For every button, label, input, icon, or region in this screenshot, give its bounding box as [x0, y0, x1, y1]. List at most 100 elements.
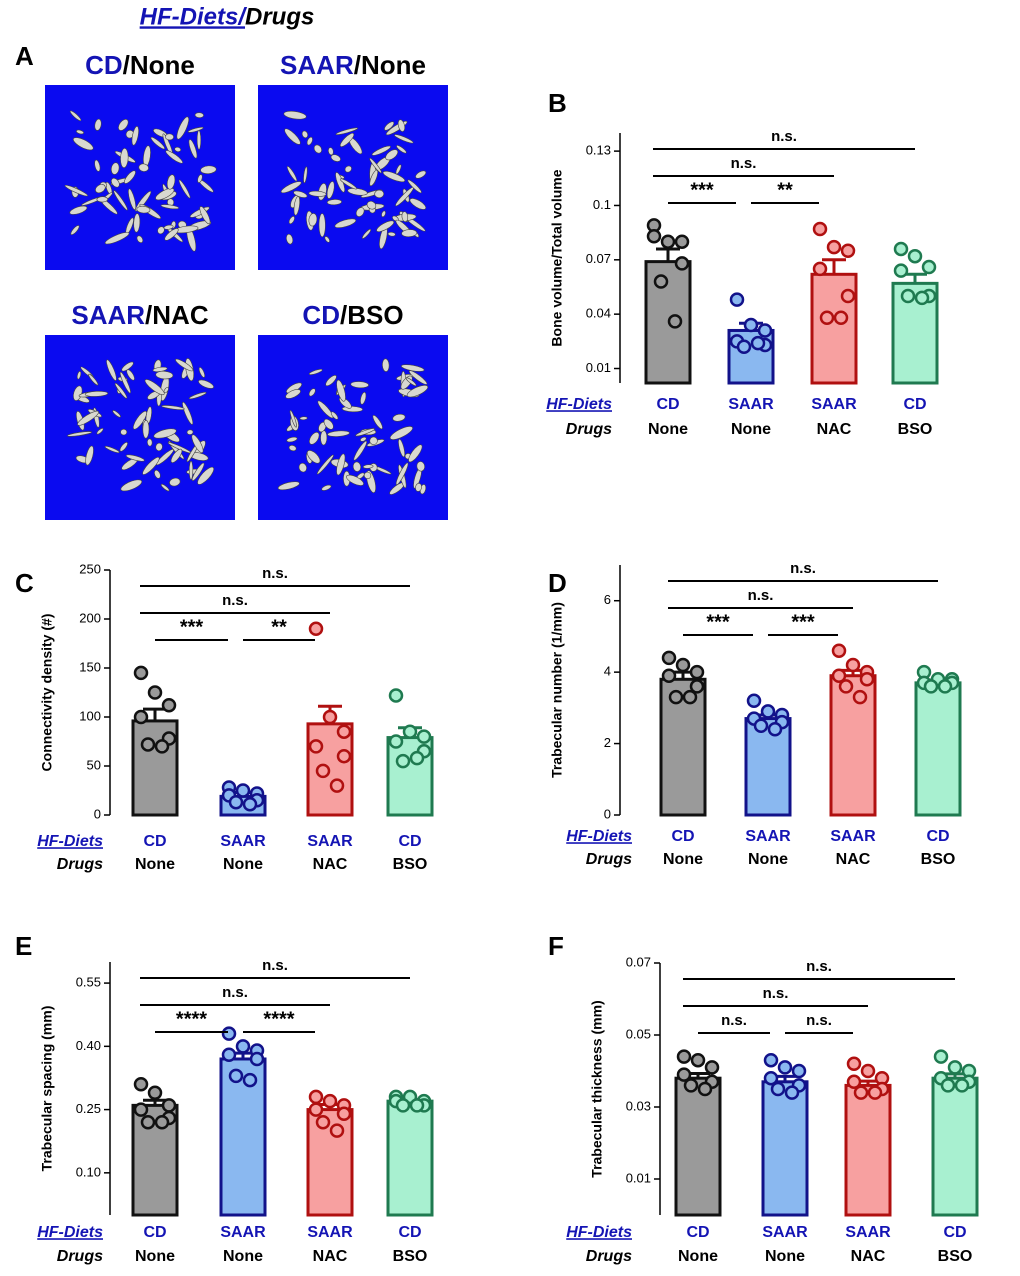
- data-point: [831, 668, 847, 683]
- data-point: [777, 1060, 793, 1075]
- trabecula: [321, 484, 332, 491]
- data-point: [893, 263, 909, 278]
- row-label: Drugs: [57, 1248, 103, 1265]
- data-point: [395, 753, 411, 769]
- image-title: CD: [85, 50, 123, 80]
- trabecula: [200, 165, 217, 174]
- data-point: [838, 679, 854, 694]
- group-label: NAC: [313, 856, 348, 873]
- row-label: Drugs: [586, 851, 632, 868]
- trabecula: [405, 377, 417, 387]
- data-point: [235, 783, 251, 798]
- trabecula: [176, 116, 190, 140]
- trabecula: [69, 205, 88, 215]
- trabecula: [136, 205, 151, 214]
- trabecula: [96, 196, 109, 203]
- data-point: [845, 657, 861, 673]
- trabecula: [376, 220, 395, 232]
- y-tick-label: 0.1: [593, 197, 611, 212]
- data-point: [668, 689, 684, 705]
- data-point: [907, 248, 923, 264]
- trabecula: [153, 428, 177, 439]
- category-label: SAAR: [220, 833, 266, 850]
- data-point: [161, 697, 177, 713]
- trabecula: [188, 139, 198, 159]
- trabecula: [280, 181, 302, 194]
- trabecula: [136, 235, 144, 243]
- category-label: SAAR: [845, 1224, 891, 1241]
- data-point: [154, 739, 170, 754]
- y-tick-label: 0.03: [626, 1098, 651, 1113]
- panel-label: F: [548, 931, 564, 961]
- trabecula: [182, 401, 194, 425]
- data-point: [395, 1098, 411, 1113]
- data-point: [660, 234, 676, 249]
- trabecula: [344, 165, 352, 173]
- bar: [659, 677, 707, 817]
- data-point: [675, 657, 691, 673]
- panel-label: E: [15, 931, 32, 961]
- panel-label: B: [548, 88, 567, 118]
- trabecula: [94, 159, 101, 172]
- y-tick-label: 200: [79, 610, 101, 625]
- bar: [844, 1083, 892, 1217]
- data-point: [812, 261, 828, 277]
- trabecula: [382, 358, 390, 372]
- group-label: NAC: [817, 421, 852, 438]
- group-label: BSO: [938, 1248, 973, 1265]
- data-point: [308, 1102, 324, 1117]
- trabecula: [406, 385, 429, 398]
- data-point: [646, 229, 662, 244]
- trabecula: [309, 431, 320, 445]
- y-tick-label: 0: [94, 806, 101, 821]
- trabecula: [197, 466, 215, 485]
- trabecula: [286, 233, 294, 245]
- trabecula: [106, 359, 117, 381]
- group-label: BSO: [921, 851, 956, 868]
- bar: [761, 1080, 809, 1217]
- error-bar: [822, 258, 846, 275]
- trabecula: [394, 134, 414, 144]
- significance-label: n.s.: [771, 128, 797, 145]
- trabecula: [170, 448, 183, 463]
- trabecula: [301, 130, 309, 139]
- trabecula: [175, 358, 194, 372]
- trabecula: [346, 474, 364, 486]
- trabecula: [350, 381, 369, 389]
- data-point: [867, 1085, 883, 1100]
- trabecula: [114, 382, 128, 399]
- trabecula: [392, 413, 406, 422]
- row-label: HF-Diets: [566, 1224, 632, 1241]
- category-label: SAAR: [762, 1224, 808, 1241]
- data-point: [743, 317, 759, 333]
- trabecula: [165, 150, 183, 164]
- data-point: [784, 1085, 800, 1100]
- significance-label: ***: [690, 179, 714, 201]
- data-point: [770, 1081, 786, 1097]
- y-tick-label: 0.07: [586, 251, 611, 266]
- data-point: [388, 734, 404, 749]
- image-title: /None: [123, 50, 195, 80]
- data-point: [746, 693, 762, 708]
- data-point: [133, 709, 149, 725]
- trabecula: [401, 364, 425, 372]
- data-point: [315, 763, 331, 779]
- category-label: SAAR: [811, 396, 857, 413]
- trabecula: [174, 146, 182, 152]
- group-label: BSO: [393, 856, 428, 873]
- trabecula: [186, 429, 194, 435]
- y-tick-label: 6: [604, 592, 611, 607]
- trabecula: [408, 370, 428, 385]
- trabecula: [408, 444, 423, 463]
- trabecula: [85, 445, 94, 466]
- trabecula: [347, 187, 368, 196]
- group-label: None: [648, 421, 688, 438]
- y-tick-label: 0.55: [76, 975, 101, 990]
- trabecula: [178, 179, 191, 199]
- y-tick-label: 250: [79, 561, 101, 576]
- trabecula: [398, 438, 406, 458]
- data-point: [852, 689, 868, 705]
- data-point: [812, 221, 828, 237]
- data-point: [661, 668, 677, 683]
